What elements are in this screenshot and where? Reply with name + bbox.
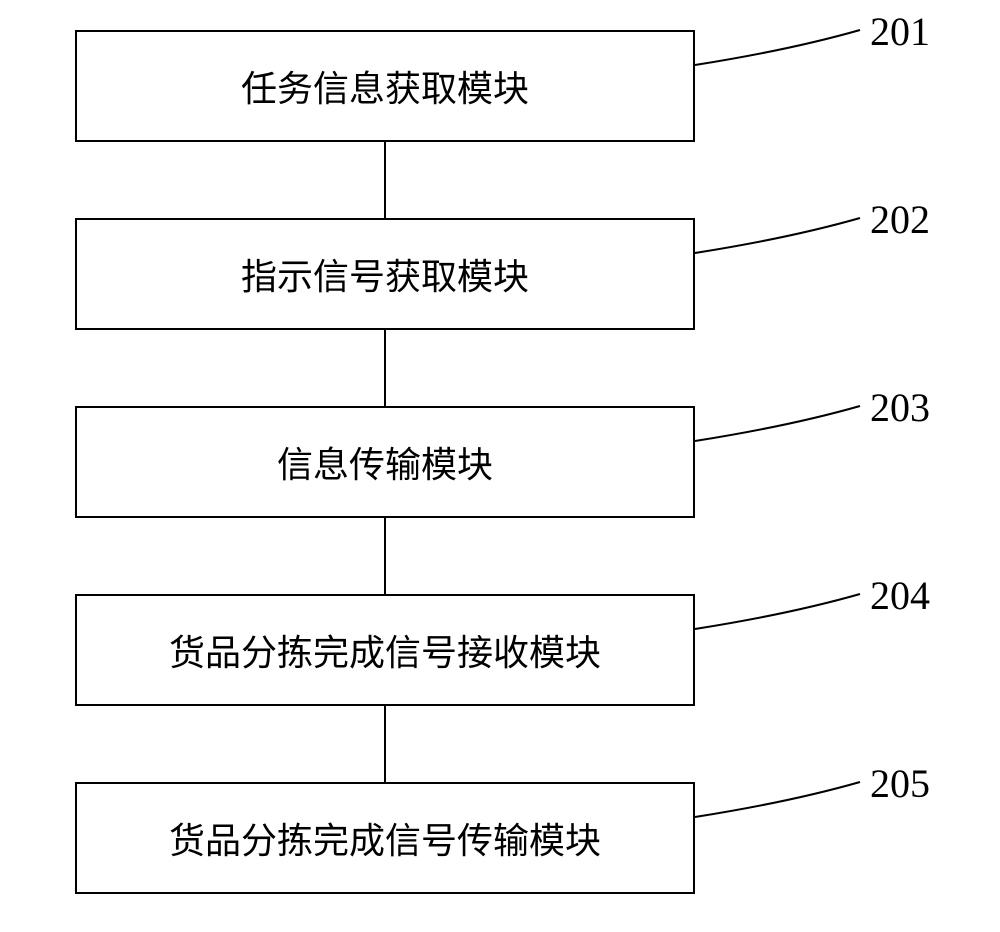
ref-label-205: 205: [870, 760, 930, 807]
ref-label-201: 201: [870, 8, 930, 55]
flow-node-1-label: 任务信息获取模块: [241, 60, 529, 112]
callout-2: [695, 218, 860, 253]
diagram-canvas: 任务信息获取模块 指示信号获取模块 信息传输模块 货品分拣完成信号接收模块 货品…: [0, 0, 1000, 932]
flow-node-3-label: 信息传输模块: [277, 436, 493, 488]
flow-node-5: 货品分拣完成信号传输模块: [75, 782, 695, 894]
flow-node-3: 信息传输模块: [75, 406, 695, 518]
callout-3: [695, 406, 860, 441]
callout-1: [695, 30, 860, 65]
callout-5: [695, 782, 860, 817]
flow-node-5-label: 货品分拣完成信号传输模块: [169, 812, 601, 864]
flow-node-2: 指示信号获取模块: [75, 218, 695, 330]
ref-label-203: 203: [870, 384, 930, 431]
callout-4: [695, 594, 860, 629]
flow-node-2-label: 指示信号获取模块: [241, 248, 529, 300]
ref-label-204: 204: [870, 572, 930, 619]
flow-node-4: 货品分拣完成信号接收模块: [75, 594, 695, 706]
flow-node-1: 任务信息获取模块: [75, 30, 695, 142]
ref-label-202: 202: [870, 196, 930, 243]
flow-node-4-label: 货品分拣完成信号接收模块: [169, 624, 601, 676]
